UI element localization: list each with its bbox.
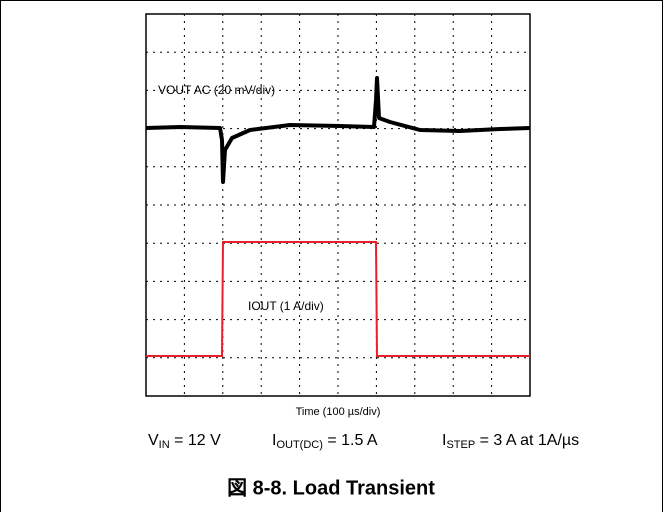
iout-trace (146, 241, 530, 357)
vout-label: VOUT AC (20 mV/div) (158, 83, 275, 97)
condition: VIN = 12 V (148, 432, 221, 451)
vout-trace (145, 76, 531, 184)
condition-value: = 1.5 A (323, 432, 378, 449)
iout-label: IOUT (1 A/div) (248, 299, 324, 313)
condition-symbol: V (148, 432, 159, 449)
condition: IOUT(DC) = 1.5 A (272, 432, 378, 451)
condition-symbol: I (272, 432, 276, 449)
condition-value: = 3 A at 1A/µs (475, 432, 579, 449)
condition: ISTEP = 3 A at 1A/µs (442, 432, 579, 451)
condition-subscript: IN (159, 439, 170, 451)
condition-symbol: I (442, 432, 446, 449)
condition-subscript: OUT(DC) (276, 439, 322, 451)
time-label: Time (100 µs/div) (296, 406, 381, 418)
grid (146, 14, 530, 396)
conditions: VIN = 12 V IOUT(DC) = 1.5 A ISTEP = 3 A at… (148, 432, 579, 451)
caption: 図 8-8. Load Transient (227, 477, 435, 499)
plot-border (145, 13, 531, 397)
condition-value: = 12 V (170, 432, 221, 449)
condition-subscript: STEP (446, 439, 475, 451)
